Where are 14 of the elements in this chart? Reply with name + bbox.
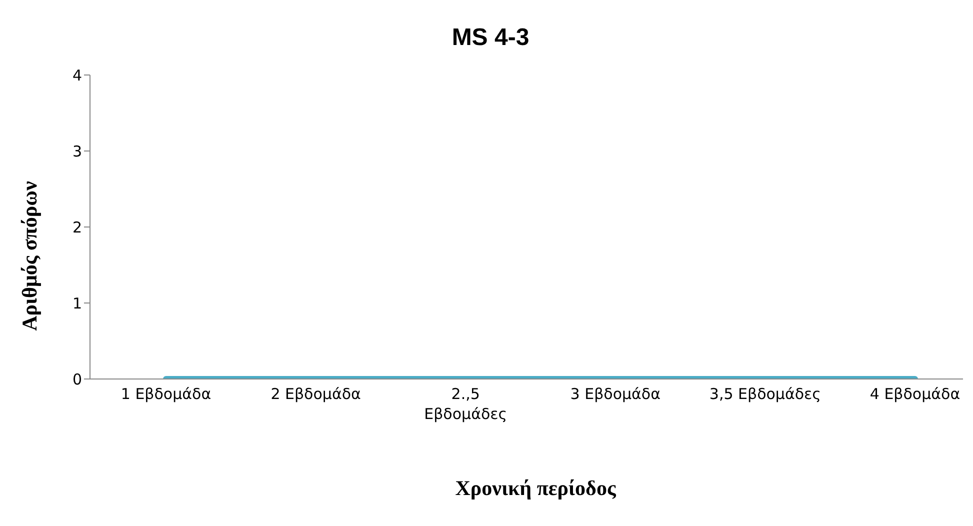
- x-axis-title: Χρονική περίοδος: [454, 476, 617, 501]
- y-tick-label: 4: [72, 66, 82, 84]
- y-tick-label: 1: [72, 294, 82, 312]
- x-tick-label: 2 Εβδομάδα: [270, 385, 362, 403]
- x-tick-label: 4 Εβδομάδα: [870, 385, 960, 403]
- y-tick-label: 3: [72, 142, 82, 160]
- y-axis-title: Αριθμός σπόρων: [18, 181, 42, 331]
- x-tick-label: 1 Εβδομάδα: [120, 385, 212, 403]
- x-tick-label: 3,5 Εβδομάδες: [709, 385, 821, 403]
- x-tick-label: 2.,5 Εβδομάδες: [424, 385, 508, 423]
- y-tick-label: 2: [72, 218, 82, 236]
- x-tick-label: 3 Εβδομάδα: [570, 385, 661, 403]
- chart-title: MS 4-3: [450, 24, 530, 52]
- y-tick-label: 0: [72, 370, 82, 388]
